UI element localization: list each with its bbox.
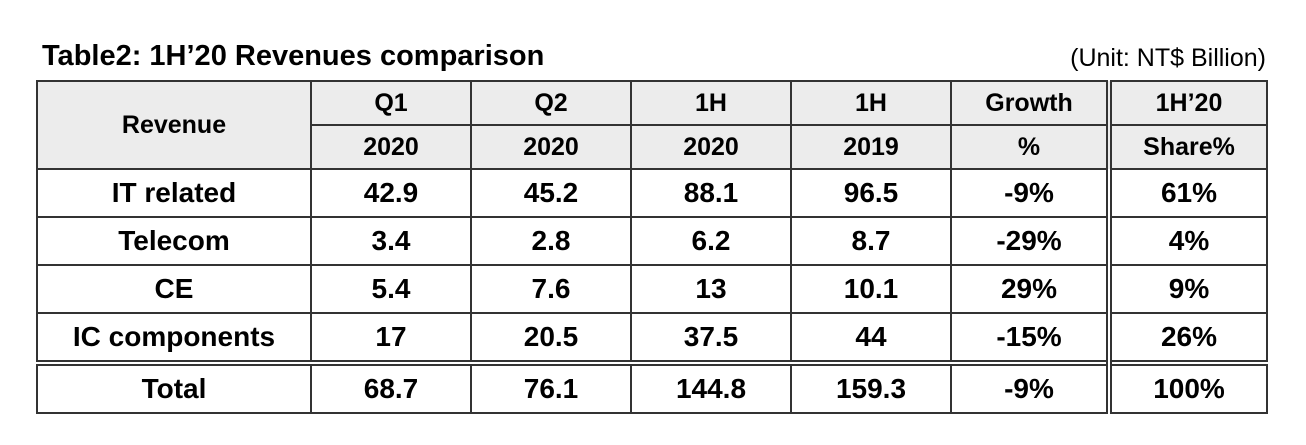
cell: 44 (790, 312, 952, 364)
cell: 17 (310, 312, 472, 364)
cell: 20.5 (470, 312, 632, 364)
row-label: Telecom (36, 216, 312, 266)
column-header: Q2 (470, 80, 632, 126)
cell: 144.8 (630, 360, 792, 414)
cell: -15% (950, 312, 1110, 364)
column-header: 1H (790, 80, 952, 126)
cell: 5.4 (310, 264, 472, 314)
cell: -29% (950, 216, 1110, 266)
cell: 61% (1106, 168, 1268, 218)
table-row: IT related 42.9 45.2 88.1 96.5 -9% 61% (36, 168, 1268, 218)
cell: 4% (1106, 216, 1268, 266)
column-header: 1H (630, 80, 792, 126)
row-label: IC components (36, 312, 312, 364)
column-subheader: 2019 (790, 124, 952, 170)
column-subheader: 2020 (310, 124, 472, 170)
table-row: CE 5.4 7.6 13 10.1 29% 9% (36, 264, 1268, 314)
row-header: Revenue (36, 80, 312, 170)
row-label: Total (36, 360, 312, 414)
table-row: IC components 17 20.5 37.5 44 -15% 26% (36, 312, 1268, 364)
cell: 6.2 (630, 216, 792, 266)
column-header: Growth (950, 80, 1110, 126)
table-row: Total 68.7 76.1 144.8 159.3 -9% 100% (36, 360, 1268, 414)
cell: 10.1 (790, 264, 952, 314)
revenue-table: Revenue Q1 Q2 1H 1H Growth 1H’20 2020 2020 2020 2… (36, 80, 1268, 414)
cell: -9% (950, 168, 1110, 218)
column-subheader: % (950, 124, 1110, 170)
column-header: Q1 (310, 80, 472, 126)
cell: 159.3 (790, 360, 952, 414)
cell: 13 (630, 264, 792, 314)
cell: 100% (1106, 360, 1268, 414)
table-title: Table2: 1H’20 Revenues comparison (42, 40, 545, 72)
cell: 88.1 (630, 168, 792, 218)
cell: 29% (950, 264, 1110, 314)
cell: 76.1 (470, 360, 632, 414)
cell: 37.5 (630, 312, 792, 364)
column-subheader: 2020 (630, 124, 792, 170)
cell: 45.2 (470, 168, 632, 218)
table-row: Telecom 3.4 2.8 6.2 8.7 -29% 4% (36, 216, 1268, 266)
cell: 96.5 (790, 168, 952, 218)
row-label: IT related (36, 168, 312, 218)
column-header: 1H’20 (1106, 80, 1268, 126)
cell: 3.4 (310, 216, 472, 266)
unit-note: (Unit: NT$ Billion) (1070, 44, 1266, 72)
cell: 26% (1106, 312, 1268, 364)
cell: 42.9 (310, 168, 472, 218)
row-label: CE (36, 264, 312, 314)
cell: 8.7 (790, 216, 952, 266)
cell: 9% (1106, 264, 1268, 314)
column-subheader: Share% (1106, 124, 1268, 170)
cell: 7.6 (470, 264, 632, 314)
cell: -9% (950, 360, 1110, 414)
column-subheader: 2020 (470, 124, 632, 170)
cell: 68.7 (310, 360, 472, 414)
cell: 2.8 (470, 216, 632, 266)
